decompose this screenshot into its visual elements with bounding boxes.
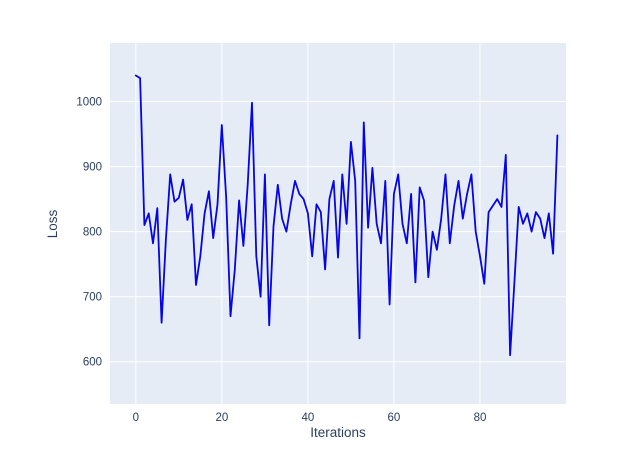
x-tick-label: 60 [388,412,401,424]
x-axis-title: Iterations [310,425,366,440]
y-tick-label: 1000 [76,97,102,109]
plot-area: 0 20 40 60 80 600 700 800 900 1000 [76,43,566,424]
y-tick-label: 600 [83,357,102,369]
loss-line-series [134,74,559,357]
x-tick-label: 40 [301,412,314,424]
x-tick-label: 0 [133,412,139,424]
y-tick-label: 800 [83,227,102,239]
x-tick-label: 80 [474,412,487,424]
x-tick-label: 20 [215,412,228,424]
plot-background [110,43,566,404]
y-tick-label: 700 [83,292,102,304]
y-axis-title: Loss [45,209,60,238]
y-tick-label: 900 [83,162,102,174]
